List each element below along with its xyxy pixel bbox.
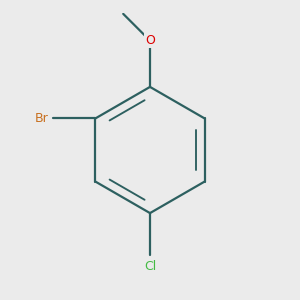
Text: Br: Br: [34, 112, 48, 125]
Text: Cl: Cl: [144, 260, 156, 273]
Text: O: O: [145, 34, 155, 47]
